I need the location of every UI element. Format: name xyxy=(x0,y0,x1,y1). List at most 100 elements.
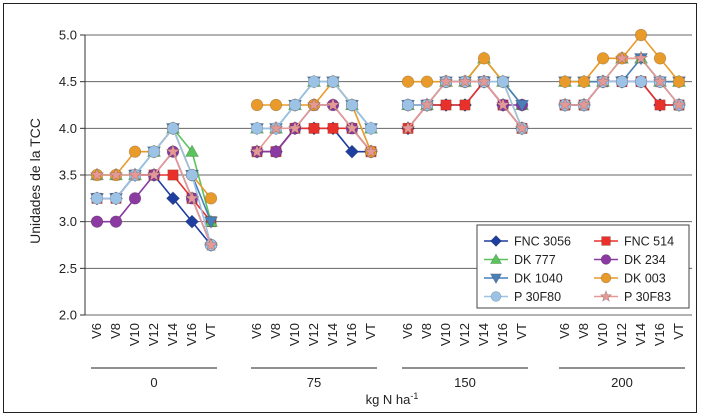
data-point xyxy=(495,97,511,112)
data-point xyxy=(577,75,591,88)
legend-marker xyxy=(600,272,612,284)
legend-marker xyxy=(490,235,502,247)
x-tick-label: V10 xyxy=(438,323,453,346)
data-point xyxy=(307,75,321,88)
x-tick-label: V12 xyxy=(306,323,321,346)
data-point xyxy=(345,98,359,112)
data-point xyxy=(457,74,473,88)
x-tick-label: V14 xyxy=(633,323,648,346)
y-tick-label: 5.0 xyxy=(59,28,77,43)
data-point xyxy=(496,75,510,88)
data-point xyxy=(128,145,142,158)
x-tick-label: V14 xyxy=(476,323,491,346)
legend-marker xyxy=(489,273,503,285)
x-tick-label: V6 xyxy=(89,323,104,339)
x-tick-label: V14 xyxy=(165,323,180,346)
data-point xyxy=(204,192,218,205)
data-point xyxy=(308,122,320,134)
data-point xyxy=(268,120,284,135)
chart-frame xyxy=(3,3,697,413)
series-p-30f83 xyxy=(89,50,687,252)
x-tick-label: V8 xyxy=(108,323,123,339)
data-point xyxy=(109,192,123,205)
data-point xyxy=(166,191,180,206)
legend-marker xyxy=(599,289,613,302)
data-point xyxy=(184,190,200,205)
data-point xyxy=(89,167,105,182)
series-layer xyxy=(89,28,687,252)
group-label: 200 xyxy=(611,375,633,390)
data-point xyxy=(400,120,416,135)
y-axis-label: Unidades de la TCC xyxy=(27,118,43,244)
y-tick-label: 2.0 xyxy=(59,308,77,323)
data-point xyxy=(326,75,340,88)
y-tick-label: 3.0 xyxy=(59,214,77,229)
data-point xyxy=(652,74,668,88)
y-tick-label: 2.5 xyxy=(59,261,77,276)
data-point xyxy=(345,144,359,159)
data-point xyxy=(654,99,666,111)
data-point xyxy=(185,168,199,182)
x-tick-label: V10 xyxy=(287,323,302,346)
y-tick-label: 3.5 xyxy=(59,168,77,183)
series-line xyxy=(97,126,212,199)
data-point xyxy=(672,75,686,88)
data-point xyxy=(250,98,264,112)
data-point xyxy=(363,144,379,158)
data-point xyxy=(166,122,180,135)
y-tick-label: 4.0 xyxy=(59,121,77,136)
x-tick-label: V12 xyxy=(146,323,161,346)
group-label: 150 xyxy=(454,375,476,390)
data-point xyxy=(146,167,162,182)
x-tick-label: V16 xyxy=(344,323,359,346)
legend-marker xyxy=(490,291,502,302)
data-point xyxy=(344,120,360,135)
data-point xyxy=(401,98,415,112)
group-label: 0 xyxy=(150,375,157,390)
data-point xyxy=(633,50,649,65)
legend-label: DK 777 xyxy=(514,253,556,267)
x-tick-label: V6 xyxy=(249,323,264,339)
legend-label: DK 003 xyxy=(624,272,666,286)
legend: FNC 3056 FNC 514 DK 777 DK 234 DK 1040 DK 003… xyxy=(476,224,690,309)
x-tick-label: V6 xyxy=(400,323,415,339)
series-line xyxy=(97,174,212,246)
legend-label: P 30F83 xyxy=(624,290,671,304)
legend-label: DK 234 xyxy=(624,253,666,267)
data-point xyxy=(419,97,435,112)
y-tick-label: 4.5 xyxy=(59,74,77,89)
legend-marker xyxy=(601,236,611,246)
data-point xyxy=(514,99,530,113)
x-tick-label: V16 xyxy=(495,323,510,346)
x-tick-label: V12 xyxy=(614,323,629,346)
data-point xyxy=(514,120,530,135)
data-point xyxy=(147,145,161,158)
data-point xyxy=(203,237,219,252)
legend-label: P 30F80 xyxy=(514,290,561,304)
x-axis-label: kg N ha-1 xyxy=(366,391,419,407)
x-tick-label: V10 xyxy=(595,323,610,346)
data-point xyxy=(287,120,303,135)
series-dk-777 xyxy=(89,51,687,227)
data-point xyxy=(420,75,434,88)
x-tick-label: V16 xyxy=(184,323,199,346)
legend-label: DK 1040 xyxy=(514,272,563,286)
data-point xyxy=(269,145,283,158)
data-point xyxy=(596,52,610,65)
series-fnc-514 xyxy=(91,76,685,228)
x-tick-label: V8 xyxy=(419,323,434,339)
data-point xyxy=(165,144,181,158)
y-axis: 2.0 2.5 3.0 3.5 4.0 4.5 5.0 xyxy=(59,28,86,323)
data-point xyxy=(558,75,572,88)
legend-marker xyxy=(489,253,503,264)
data-point xyxy=(327,122,339,134)
x-tick-label: VT xyxy=(514,323,529,340)
data-point xyxy=(167,169,179,181)
data-point xyxy=(109,215,123,228)
series-line xyxy=(257,80,372,152)
legend-label: FNC 514 xyxy=(624,235,674,249)
data-point xyxy=(269,98,283,112)
x-tick-label: V8 xyxy=(268,323,283,339)
data-point xyxy=(614,50,630,65)
